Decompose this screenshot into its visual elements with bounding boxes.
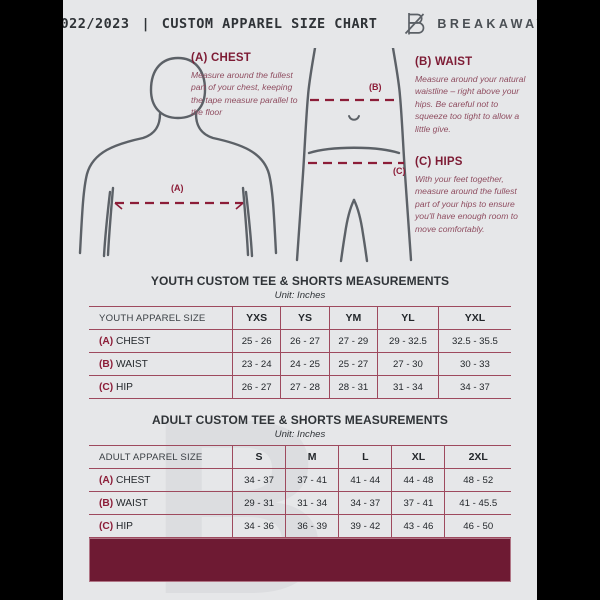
measurement-value: 27 - 30 [377,352,439,376]
table-row: (B) WAIST 23 - 24 24 - 25 25 - 27 27 - 30 30 … [89,352,511,376]
hip-marker-label: (C) [393,166,406,176]
breakaway-b-monogram-icon [403,11,427,37]
size-column-header: YM [328,306,378,330]
guide-heading-chest: (A) CHEST [191,52,251,64]
size-column-header: YL [377,306,439,330]
size-column-header: S [231,445,286,469]
measurement-value: 34 - 37 [231,468,286,492]
adult-table-title: ADULT CUSTOM TEE & SHORTS MEASUREMENTS [151,413,449,427]
measurement-label: (A) CHEST [89,468,233,492]
youth-table-section: YOUTH CUSTOM TEE & SHORTS MEASUREMENTS U… [63,274,537,399]
measurement-code: (C) [99,381,114,393]
measurement-label: (B) WAIST [89,352,233,376]
guide-block-waist: (B) WAIST Measure around your natural wa… [415,56,527,135]
youth-size-header: YOUTH APPAREL SIZE [89,306,233,330]
measurement-label: (C) HIP [89,514,233,538]
page-title: CUSTOM APPAREL SIZE CHART [161,16,378,32]
measurement-label: (A) CHEST [89,329,233,353]
measurement-value: 29 - 31 [231,491,286,515]
measurement-value: 46 - 50 [444,514,511,538]
table-row: (A) CHEST 34 - 37 37 - 41 41 - 44 44 - 48 48 … [89,468,511,492]
size-column-header: YXL [437,306,511,330]
adult-table-section: ADULT CUSTOM TEE & SHORTS MEASUREMENTS U… [63,413,537,538]
table-row: (B) WAIST 29 - 31 31 - 34 34 - 37 37 - 41 41 … [89,491,511,515]
size-column-header: YS [280,306,330,330]
adult-size-table: ADULT APPAREL SIZE S M L XL 2XL (A) CHEST 34 -… [89,445,511,538]
size-column-header: YXS [231,306,281,330]
guide-block-chest: (A) CHEST Measure around the fullest par… [191,52,303,119]
measurement-value: 27 - 29 [328,329,378,353]
size-column-header: M [285,445,339,469]
table-row: (C) HIP 34 - 36 36 - 39 39 - 42 43 - 46 46 - … [89,514,511,538]
measurement-name: HIP [113,520,133,532]
measurement-value: 31 - 34 [377,375,439,399]
measurement-label: (B) WAIST [89,491,233,515]
guide-heading-waist: (B) WAIST [415,56,473,68]
measurement-value: 34 - 36 [231,514,286,538]
measurement-value: 24 - 25 [280,352,330,376]
measurement-value: 48 - 52 [444,468,511,492]
table-header-row: ADULT APPAREL SIZE S M L XL 2XL [89,445,511,469]
measurement-value: 37 - 41 [285,468,339,492]
measurement-value: 41 - 45.5 [444,491,511,515]
measurement-code: (A) [99,335,114,347]
measurement-value: 37 - 41 [391,491,445,515]
measurement-value: 41 - 44 [338,468,392,492]
measurement-value: 44 - 48 [391,468,445,492]
brand-name: BREAKAWAY [437,17,537,31]
measurement-value: 34 - 37 [338,491,392,515]
measurement-value: 36 - 39 [285,514,339,538]
page-header: 2022/2023 | CUSTOM APPAREL SIZE CHART BR… [63,0,537,48]
measurement-value: 34 - 37 [437,375,511,399]
measurement-label: (C) HIP [89,375,233,399]
size-column-header: XL [391,445,445,469]
table-header-row: YOUTH APPAREL SIZE YXS YS YM YL YXL [89,306,511,330]
size-chart-page: B 2022/2023 | CUSTOM APPAREL SIZE CHART … [63,0,537,600]
table-row: (A) CHEST 25 - 26 26 - 27 27 - 29 29 - 32.5 3… [89,329,511,353]
measurement-name: CHEST [113,335,151,347]
measurement-code: (A) [99,474,114,486]
measurement-name: CHEST [113,474,151,486]
size-column-header: 2XL [444,445,511,469]
measurement-value: 25 - 27 [328,352,378,376]
measurement-name: HIP [113,381,133,393]
measurement-name: WAIST [113,358,148,370]
adult-size-header: ADULT APPAREL SIZE [89,445,233,469]
chest-marker-label: (A) [171,183,184,193]
guide-block-hips: (C) HIPS With your feet together, measur… [415,156,531,235]
measurement-value: 26 - 27 [231,375,281,399]
measurement-value: 27 - 28 [280,375,330,399]
waist-marker-label: (B) [369,82,382,92]
youth-table-unit: Unit: Inches [274,290,326,301]
measurement-value: 26 - 27 [280,329,330,353]
measurement-value: 32.5 - 35.5 [437,329,511,353]
measurement-value: 43 - 46 [391,514,445,538]
measurement-value: 29 - 32.5 [377,329,439,353]
header-separator: | [141,16,150,32]
measurement-value: 25 - 26 [231,329,281,353]
measurement-code: (C) [99,520,114,532]
measurement-illustration: (A) (B) (C) (A) CHEST Measure around the… [63,48,537,266]
guide-text-chest: Measure around the fullest part of your … [191,70,298,118]
footer-bar [89,538,511,582]
youth-table-title: YOUTH CUSTOM TEE & SHORTS MEASUREMENTS [150,274,450,288]
measurement-code: (B) [99,358,114,370]
guide-text-waist: Measure around your natural waistline – … [415,74,526,134]
measurement-value: 30 - 33 [437,352,511,376]
size-column-header: L [338,445,392,469]
guide-heading-hips: (C) HIPS [415,156,463,168]
measurement-value: 39 - 42 [338,514,392,538]
measurement-value: 28 - 31 [328,375,378,399]
measurement-value: 31 - 34 [285,491,339,515]
guide-text-hips: With your feet together, measure around … [415,174,518,234]
measurement-code: (B) [99,497,114,509]
measurement-name: WAIST [113,497,148,509]
season-label: 2022/2023 [63,16,130,32]
adult-table-unit: Unit: Inches [274,429,326,440]
measurement-value: 23 - 24 [231,352,281,376]
table-row: (C) HIP 26 - 27 27 - 28 28 - 31 31 - 34 34 - … [89,375,511,399]
youth-size-table: YOUTH APPAREL SIZE YXS YS YM YL YXL (A) CHEST… [89,306,511,399]
